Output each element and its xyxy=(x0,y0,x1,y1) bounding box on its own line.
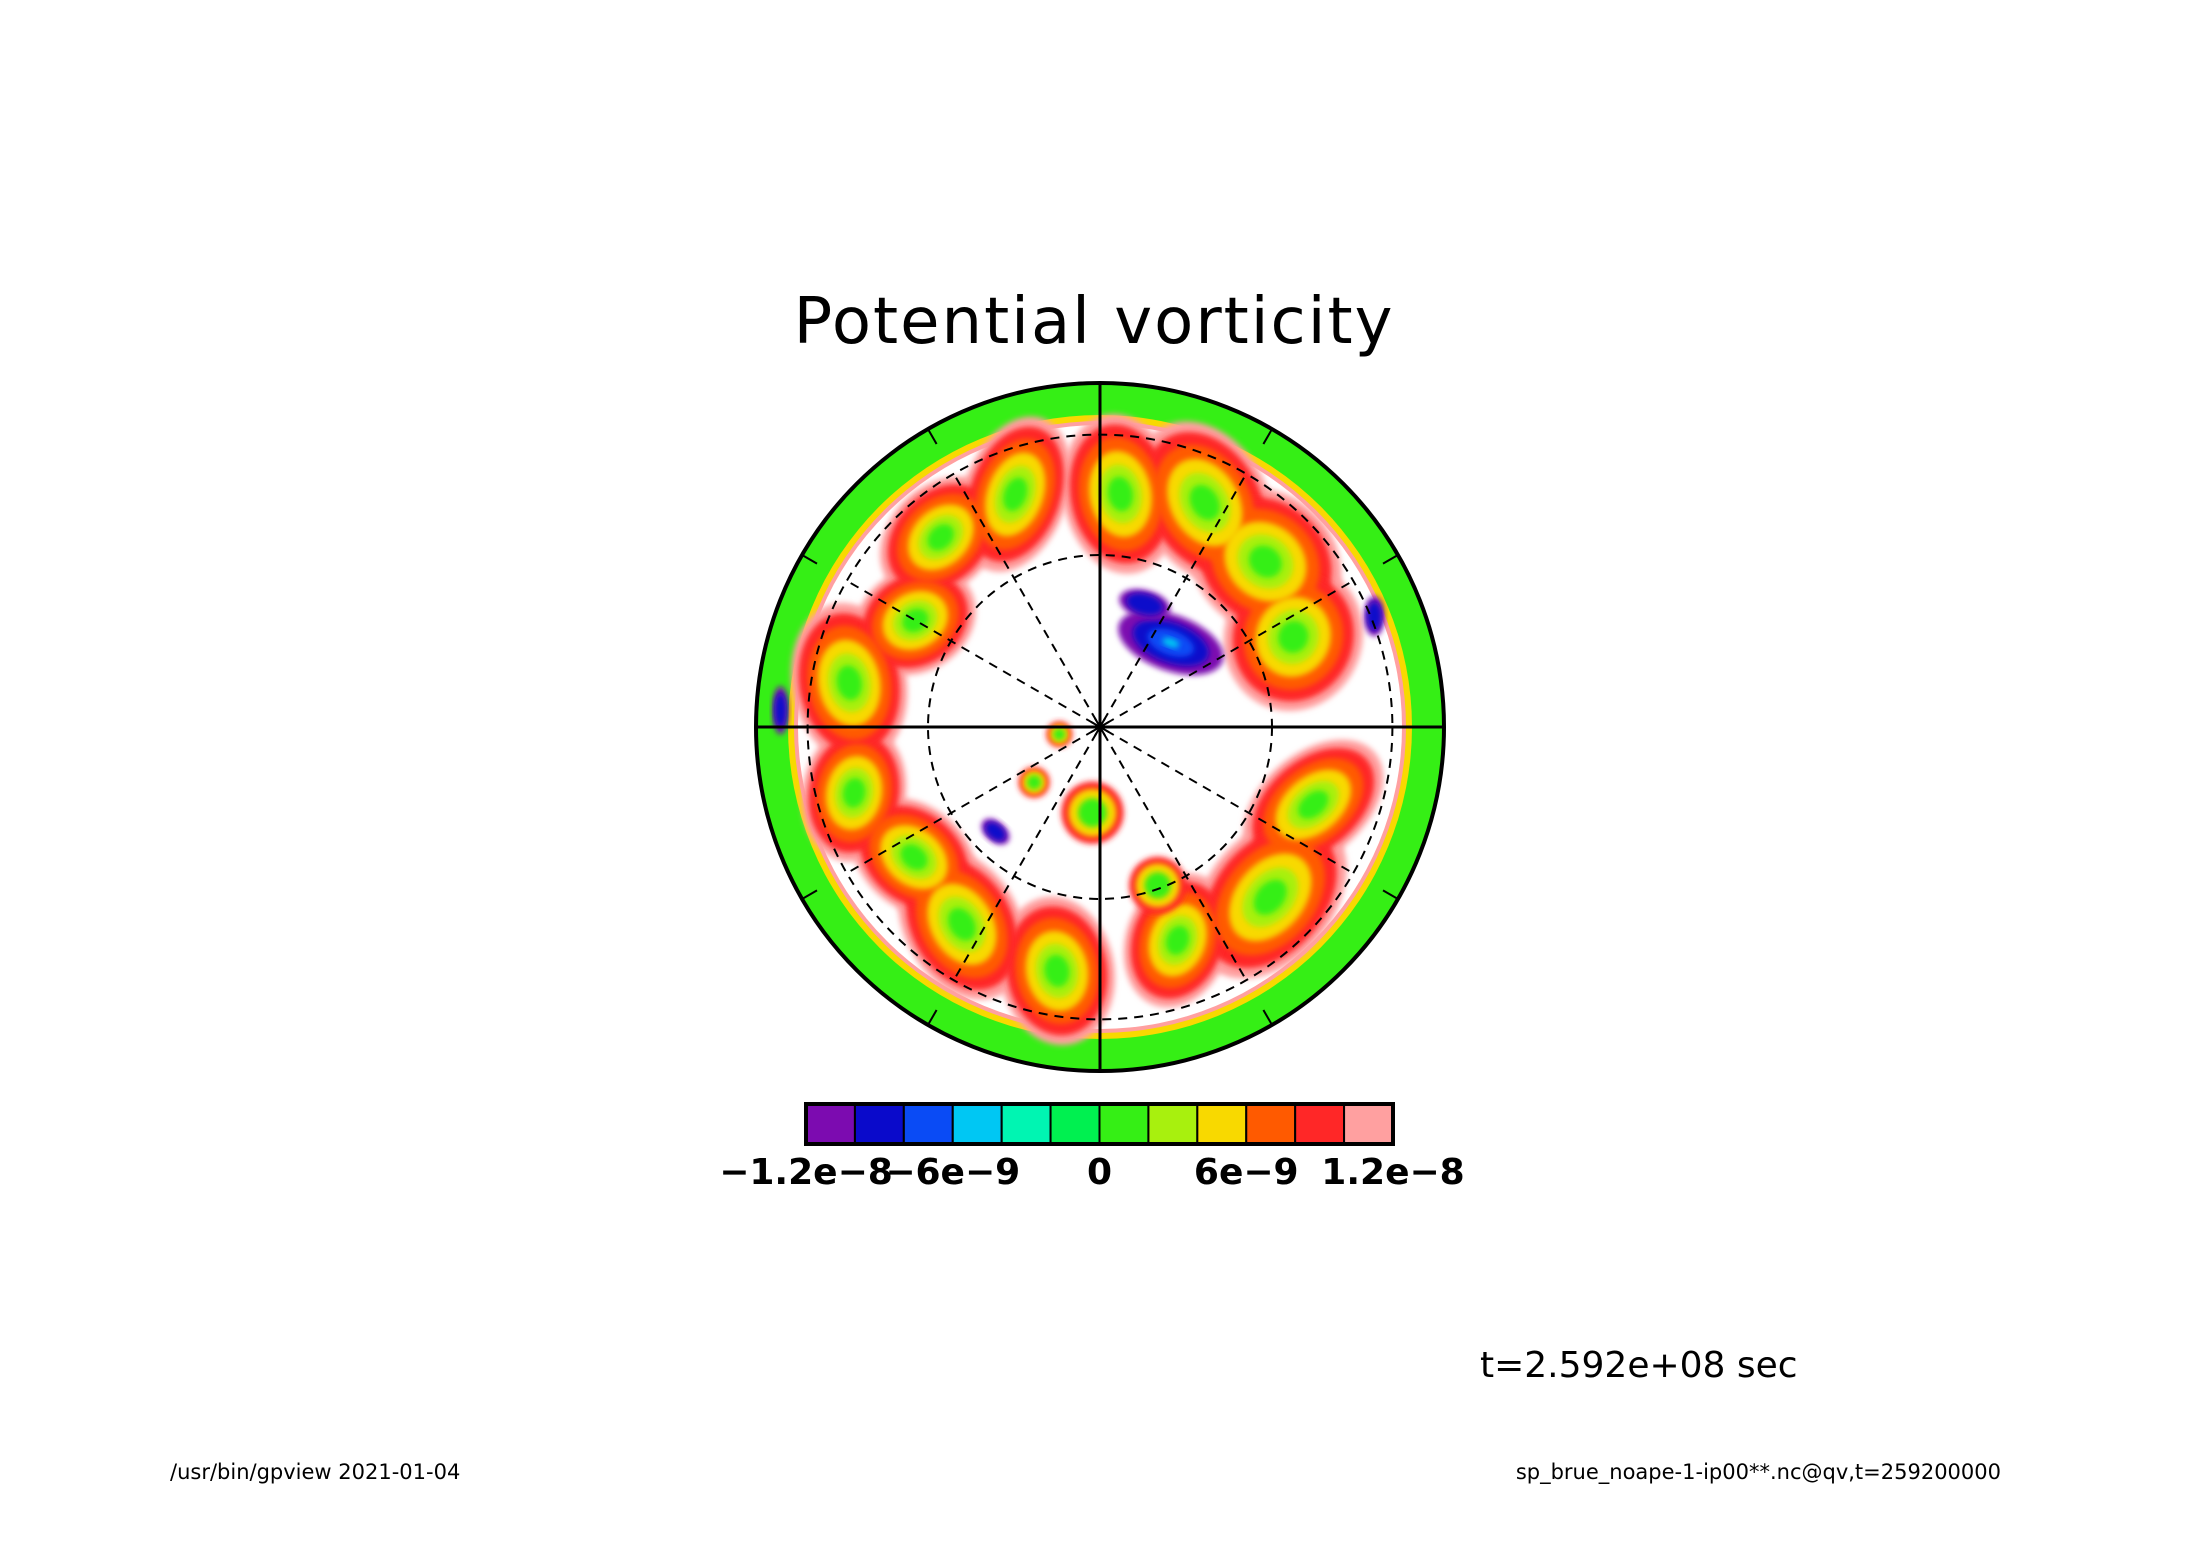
time-label: t=2.592e+08 sec xyxy=(1480,1345,1798,1386)
colorbar-swatch-9 xyxy=(1245,1103,1297,1145)
field-blob-green-13 xyxy=(927,524,955,551)
colorbar-frame xyxy=(804,1102,1395,1146)
field-blob-green-7 xyxy=(1044,954,1070,988)
colorbar-tick-label-2: 0 xyxy=(1086,1152,1113,1193)
rim-tick-300 xyxy=(801,554,818,565)
colorbar-swatch-3 xyxy=(951,1103,1003,1145)
field-blob-green-10 xyxy=(842,777,866,808)
neg-vortex-sw-1 xyxy=(985,822,1006,841)
colorbar xyxy=(804,1102,1395,1146)
footer-program-date: /usr/bin/gpview 2021-01-04 xyxy=(170,1460,461,1484)
rim-tick-330 xyxy=(927,428,938,445)
rim-tick-150 xyxy=(1262,1009,1273,1026)
colorbar-swatch-4 xyxy=(1000,1103,1052,1145)
neg-vortex-west-1 xyxy=(774,693,787,728)
field-blob-green-3 xyxy=(1278,620,1309,654)
spot-green-2 xyxy=(1026,775,1042,790)
colorbar-tick-label-1: −6e−9 xyxy=(885,1152,1021,1193)
colorbar-swatch-11 xyxy=(1343,1103,1394,1145)
outer-border xyxy=(754,381,1446,1073)
spot-green-3 xyxy=(1053,728,1066,741)
rim-tick-120 xyxy=(1382,889,1399,900)
colorbar-swatch-5 xyxy=(1049,1103,1101,1145)
pv-field xyxy=(772,414,1385,1046)
colorbar-tick-labels: −1.2e−8 −6e−9 0 6e−9 1.2e−8 xyxy=(0,1152,2188,1202)
field-blob-green-12 xyxy=(902,608,929,633)
rim-tick-60 xyxy=(1382,554,1399,565)
field-blob-green-6 xyxy=(1165,925,1190,955)
field-blob-green-1 xyxy=(1189,484,1220,521)
field-blob-green-4 xyxy=(1298,790,1329,819)
field-blob-green-2 xyxy=(1248,545,1282,578)
colorbar-swatch-7 xyxy=(1147,1103,1199,1145)
field-blob-green-8 xyxy=(947,907,976,941)
pole-star-150 xyxy=(1093,717,1107,737)
field-blob-green-14 xyxy=(1003,477,1028,512)
rim-tick-240 xyxy=(801,889,818,900)
field-blob-green-5 xyxy=(1253,879,1287,915)
colorbar-tick-label-0: −1.2e−8 xyxy=(719,1152,893,1193)
neg-vortex-main-3 xyxy=(1162,637,1180,648)
rim-tick-210 xyxy=(927,1009,938,1026)
field-blob-green-11 xyxy=(836,665,862,701)
spot-green-0 xyxy=(1078,798,1107,828)
neg-vortex-north-1 xyxy=(1126,593,1163,616)
rim-tick-30 xyxy=(1262,428,1273,445)
field-blob-green-0 xyxy=(1107,476,1134,512)
colorbar-swatch-8 xyxy=(1196,1103,1248,1145)
colorbar-tick-label-4: 1.2e−8 xyxy=(1321,1152,1465,1193)
spot-green-1 xyxy=(1144,872,1171,899)
colorbar-tick-label-3: 6e−9 xyxy=(1193,1152,1299,1193)
colorbar-swatch-10 xyxy=(1294,1103,1346,1145)
colorbar-swatch-1 xyxy=(853,1103,905,1145)
chart-title: Potential vorticity xyxy=(793,285,1395,359)
lat-lon-grid xyxy=(754,381,1446,1073)
field-blob-green-9 xyxy=(900,844,928,871)
colorbar-swatch-0 xyxy=(805,1103,856,1145)
neg-vortex-east-1 xyxy=(1367,601,1382,631)
colorbar-swatch-2 xyxy=(902,1103,954,1145)
colorbar-swatch-6 xyxy=(1098,1103,1150,1145)
footer-file-info: sp_brue_noape-1-ip00**.nc@qv,t=259200000 xyxy=(1515,1460,2001,1484)
